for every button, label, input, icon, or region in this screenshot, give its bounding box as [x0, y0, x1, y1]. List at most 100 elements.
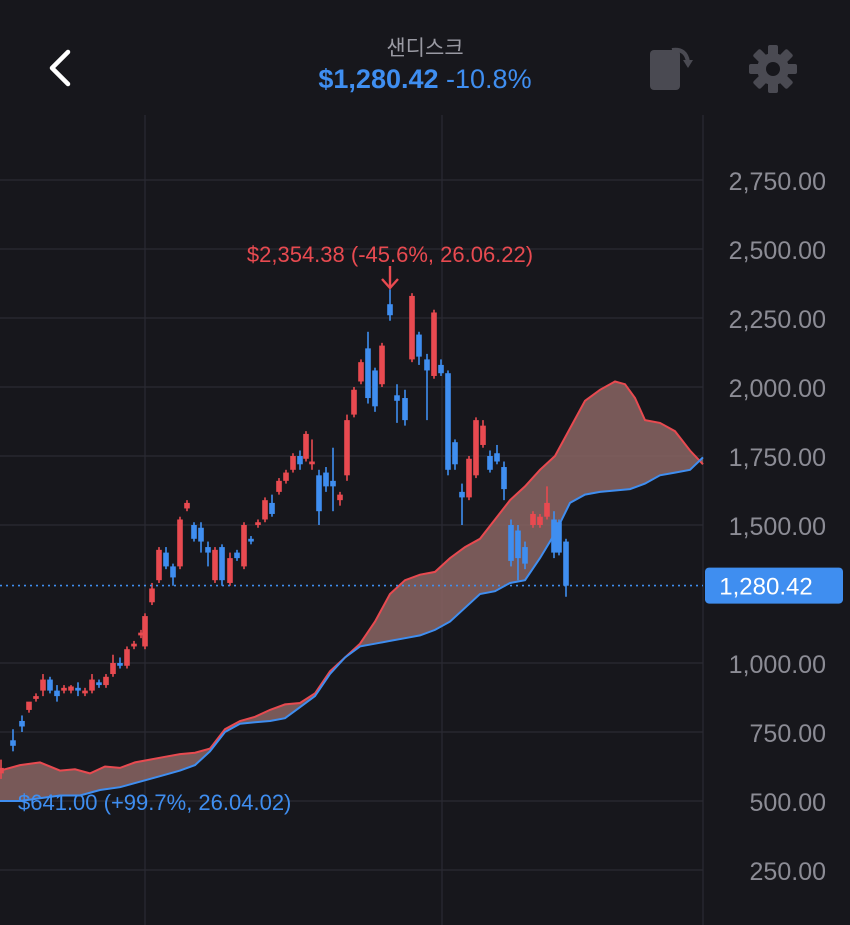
rotate-device-button[interactable]	[642, 40, 702, 96]
candle-body	[61, 687, 67, 691]
candle	[234, 549, 240, 561]
candle	[184, 500, 190, 512]
candle-body	[487, 456, 493, 470]
candle	[10, 729, 16, 752]
candle-body	[248, 538, 254, 542]
candle	[438, 359, 444, 376]
candle	[19, 715, 25, 732]
y-tick-label: 2,750.00	[729, 168, 826, 196]
candle	[563, 538, 569, 597]
candle	[248, 536, 254, 545]
candle-body	[303, 433, 309, 459]
chart-header: 샌디스크 $1,280.42 -10.8%	[0, 0, 850, 110]
candle-body	[556, 522, 562, 553]
candle-body	[402, 398, 408, 421]
current-price: $1,280.42	[318, 64, 439, 94]
candle	[89, 674, 95, 694]
candle	[508, 519, 514, 567]
candle	[198, 522, 204, 553]
candle	[358, 359, 364, 385]
candle	[537, 513, 543, 528]
candle-body	[191, 525, 197, 539]
candle-body	[219, 547, 225, 581]
candle-body	[537, 516, 543, 525]
candle-body	[89, 679, 95, 691]
chevron-left-icon	[49, 49, 71, 87]
candle	[68, 685, 74, 694]
candle	[82, 687, 88, 697]
current-price-label: 1,280.42	[719, 574, 812, 601]
candle	[163, 547, 169, 570]
candle	[241, 522, 247, 570]
candle-body	[241, 525, 247, 567]
candle-body	[26, 701, 32, 710]
candle	[255, 519, 261, 528]
price-summary: $1,280.42 -10.8%	[0, 64, 850, 95]
candle-body	[68, 686, 74, 691]
candle	[316, 469, 322, 525]
candle	[515, 525, 521, 581]
candle	[75, 682, 81, 697]
candle-body	[142, 616, 148, 647]
candle-body	[494, 453, 500, 462]
candle-body	[54, 690, 60, 697]
candle-body	[344, 420, 350, 476]
candle	[47, 676, 53, 694]
candle-body	[110, 663, 116, 675]
settings-button[interactable]	[746, 42, 800, 96]
candle-body	[358, 362, 364, 382]
candle	[212, 547, 218, 583]
candle-body	[466, 458, 472, 498]
candle-body	[337, 494, 343, 501]
candle-body	[156, 549, 162, 581]
min-price-annotation: $641.00 (+99.7%, 26.04.02)	[18, 790, 291, 815]
candle	[297, 450, 303, 470]
candle-body	[459, 491, 465, 498]
candle	[551, 511, 557, 559]
candle-body	[19, 720, 25, 727]
candle-body	[445, 373, 451, 470]
candle-body	[522, 547, 528, 564]
candle-body	[234, 552, 240, 559]
candle-body	[365, 348, 371, 399]
candle-body	[198, 527, 204, 542]
y-tick-label: 1,750.00	[729, 444, 826, 472]
candle	[269, 494, 275, 517]
candle-body	[131, 643, 137, 647]
candle-body	[47, 679, 53, 691]
candle	[473, 417, 479, 479]
current-price-tag	[705, 567, 843, 604]
back-button[interactable]	[40, 46, 84, 90]
candle-body	[124, 649, 130, 666]
candle-body	[501, 467, 507, 490]
candle-body	[515, 530, 521, 559]
candle	[177, 516, 183, 570]
candle	[494, 444, 500, 465]
candle	[487, 450, 493, 473]
candle	[191, 522, 197, 542]
candle	[156, 547, 162, 583]
candle	[0, 759, 4, 779]
candle	[530, 511, 536, 528]
candle-body	[276, 480, 282, 492]
y-tick-label: 1,000.00	[729, 651, 826, 679]
candle	[283, 469, 289, 484]
candle	[445, 370, 451, 476]
candle-body	[40, 679, 46, 691]
candle	[276, 478, 282, 495]
candle	[227, 552, 233, 586]
candle	[480, 420, 486, 448]
candle	[170, 563, 176, 586]
candle-body	[227, 558, 233, 583]
candle	[424, 353, 430, 421]
candle	[394, 384, 400, 423]
candle	[372, 367, 378, 412]
candle	[149, 582, 155, 606]
candle	[323, 467, 329, 492]
candle	[402, 389, 408, 426]
candle-body	[96, 682, 102, 686]
candle-body	[544, 502, 550, 517]
candle	[219, 544, 225, 586]
candle	[351, 387, 357, 418]
